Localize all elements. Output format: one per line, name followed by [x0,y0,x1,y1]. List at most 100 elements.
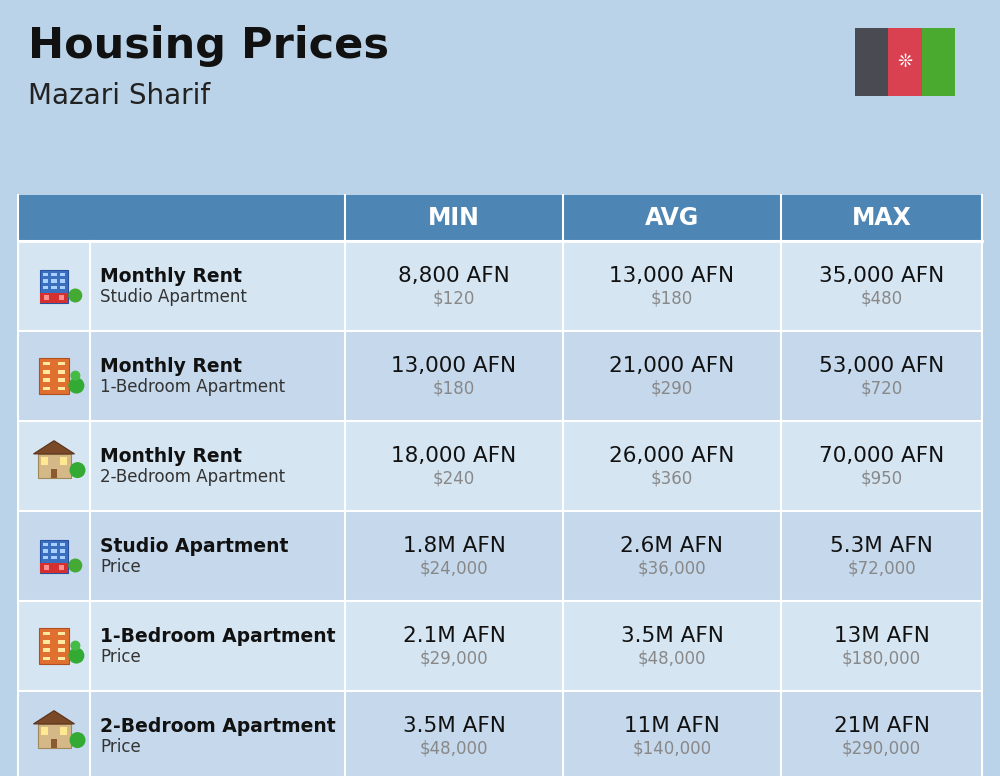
Bar [41,457,48,465]
Bar [51,286,57,289]
Bar [60,279,65,282]
Text: $72,000: $72,000 [847,559,916,577]
Bar [38,454,70,478]
Text: $950: $950 [860,469,903,487]
Text: 5.3M AFN: 5.3M AFN [830,536,933,556]
Bar [18,195,982,241]
Bar [18,421,982,511]
Bar [58,370,65,373]
Text: 21M AFN: 21M AFN [834,716,930,736]
Bar [40,563,68,573]
Bar [44,295,49,300]
Text: $720: $720 [860,379,903,397]
Text: $180,000: $180,000 [842,649,921,667]
Text: $24,000: $24,000 [420,559,488,577]
Text: 35,000 AFN: 35,000 AFN [819,266,944,286]
Circle shape [70,371,80,380]
Bar [18,601,982,691]
Text: 1-Bedroom Apartment: 1-Bedroom Apartment [100,378,285,396]
Text: 1.8M AFN: 1.8M AFN [403,536,505,556]
Text: 11M AFN: 11M AFN [624,716,720,736]
Bar [18,241,982,331]
Bar [40,293,68,303]
Bar [51,279,57,282]
Text: 70,000 AFN: 70,000 AFN [819,446,944,466]
Bar [60,542,65,546]
Bar [60,727,67,735]
Text: MIN: MIN [428,206,480,230]
Bar [51,549,57,553]
Bar [18,511,982,601]
Text: Price: Price [100,558,141,576]
Bar [922,28,955,96]
Circle shape [70,732,86,748]
Bar [43,556,48,559]
Bar [58,649,65,652]
Bar [59,565,64,570]
Bar [43,370,50,373]
Bar [39,359,69,393]
Bar [43,386,50,390]
Text: Monthly Rent: Monthly Rent [100,358,242,376]
Circle shape [70,462,86,478]
Bar [18,331,982,421]
Text: 26,000 AFN: 26,000 AFN [609,446,735,466]
Bar [44,565,49,570]
Text: 13,000 AFN: 13,000 AFN [609,266,735,286]
Text: 3.5M AFN: 3.5M AFN [621,626,723,646]
Bar [60,556,65,559]
Text: 21,000 AFN: 21,000 AFN [609,356,735,376]
Bar [39,629,69,663]
Text: 13M AFN: 13M AFN [834,626,929,646]
Text: 18,000 AFN: 18,000 AFN [391,446,517,466]
Bar [60,273,65,276]
Text: 13,000 AFN: 13,000 AFN [391,356,517,376]
Text: 3.5M AFN: 3.5M AFN [403,716,505,736]
Text: 2-Bedroom Apartment: 2-Bedroom Apartment [100,718,336,736]
Text: AVG: AVG [645,206,699,230]
Bar [51,542,57,546]
Bar [58,656,65,660]
Text: Studio Apartment: Studio Apartment [100,288,247,306]
Bar [51,556,57,559]
Text: 2-Bedroom Apartment: 2-Bedroom Apartment [100,468,285,486]
Text: Monthly Rent: Monthly Rent [100,448,242,466]
Text: $480: $480 [860,289,903,307]
Bar [43,273,48,276]
Bar [43,563,48,566]
Circle shape [68,378,84,393]
Text: Housing Prices: Housing Prices [28,25,389,67]
Text: Price: Price [100,648,141,666]
Text: 2.1M AFN: 2.1M AFN [403,626,505,646]
Text: $360: $360 [651,469,693,487]
Bar [60,457,67,465]
Text: $180: $180 [433,379,475,397]
Text: 8,800 AFN: 8,800 AFN [398,266,510,286]
Bar [855,28,888,96]
Text: Monthly Rent: Monthly Rent [100,268,242,286]
Bar [43,542,48,546]
Text: $180: $180 [651,289,693,307]
Bar [38,724,70,748]
Bar [43,379,50,382]
Circle shape [68,289,82,303]
Text: $48,000: $48,000 [638,649,706,667]
Bar [51,739,57,748]
Polygon shape [34,441,74,454]
Text: Studio Apartment: Studio Apartment [100,538,288,556]
Bar [58,362,65,365]
Text: $120: $120 [433,289,475,307]
Bar [58,640,65,643]
Bar [43,293,48,296]
Circle shape [70,641,80,650]
Bar [888,28,922,96]
Text: 2.6M AFN: 2.6M AFN [620,536,724,556]
Bar [43,640,50,643]
Bar [40,539,68,573]
Bar [60,293,65,296]
Bar [60,563,65,566]
Bar [43,649,50,652]
Text: 53,000 AFN: 53,000 AFN [819,356,944,376]
Polygon shape [34,711,74,724]
Bar [43,632,50,636]
